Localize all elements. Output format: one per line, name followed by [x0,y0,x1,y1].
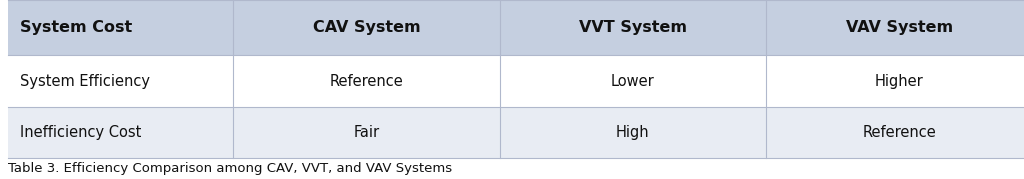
Text: Reference: Reference [862,125,936,140]
Bar [8,107,233,158]
Bar [233,107,500,158]
Bar [8,55,233,107]
Text: System Cost: System Cost [20,20,133,35]
Text: Inefficiency Cost: Inefficiency Cost [20,125,142,140]
Text: Lower: Lower [611,74,654,89]
Text: VAV System: VAV System [846,20,952,35]
Text: High: High [616,125,649,140]
Text: System Efficiency: System Efficiency [20,74,151,89]
Text: VVT System: VVT System [579,20,687,35]
Bar [233,55,500,107]
Bar [766,107,1024,158]
Bar [500,0,766,55]
Text: Table 3. Efficiency Comparison among CAV, VVT, and VAV Systems: Table 3. Efficiency Comparison among CAV… [8,162,453,175]
Bar [766,0,1024,55]
Bar [500,55,766,107]
Bar [500,107,766,158]
Text: Reference: Reference [330,74,403,89]
Bar [766,55,1024,107]
Text: Higher: Higher [874,74,924,89]
Text: CAV System: CAV System [312,20,421,35]
Text: Fair: Fair [353,125,380,140]
Bar [8,0,233,55]
Bar [233,0,500,55]
